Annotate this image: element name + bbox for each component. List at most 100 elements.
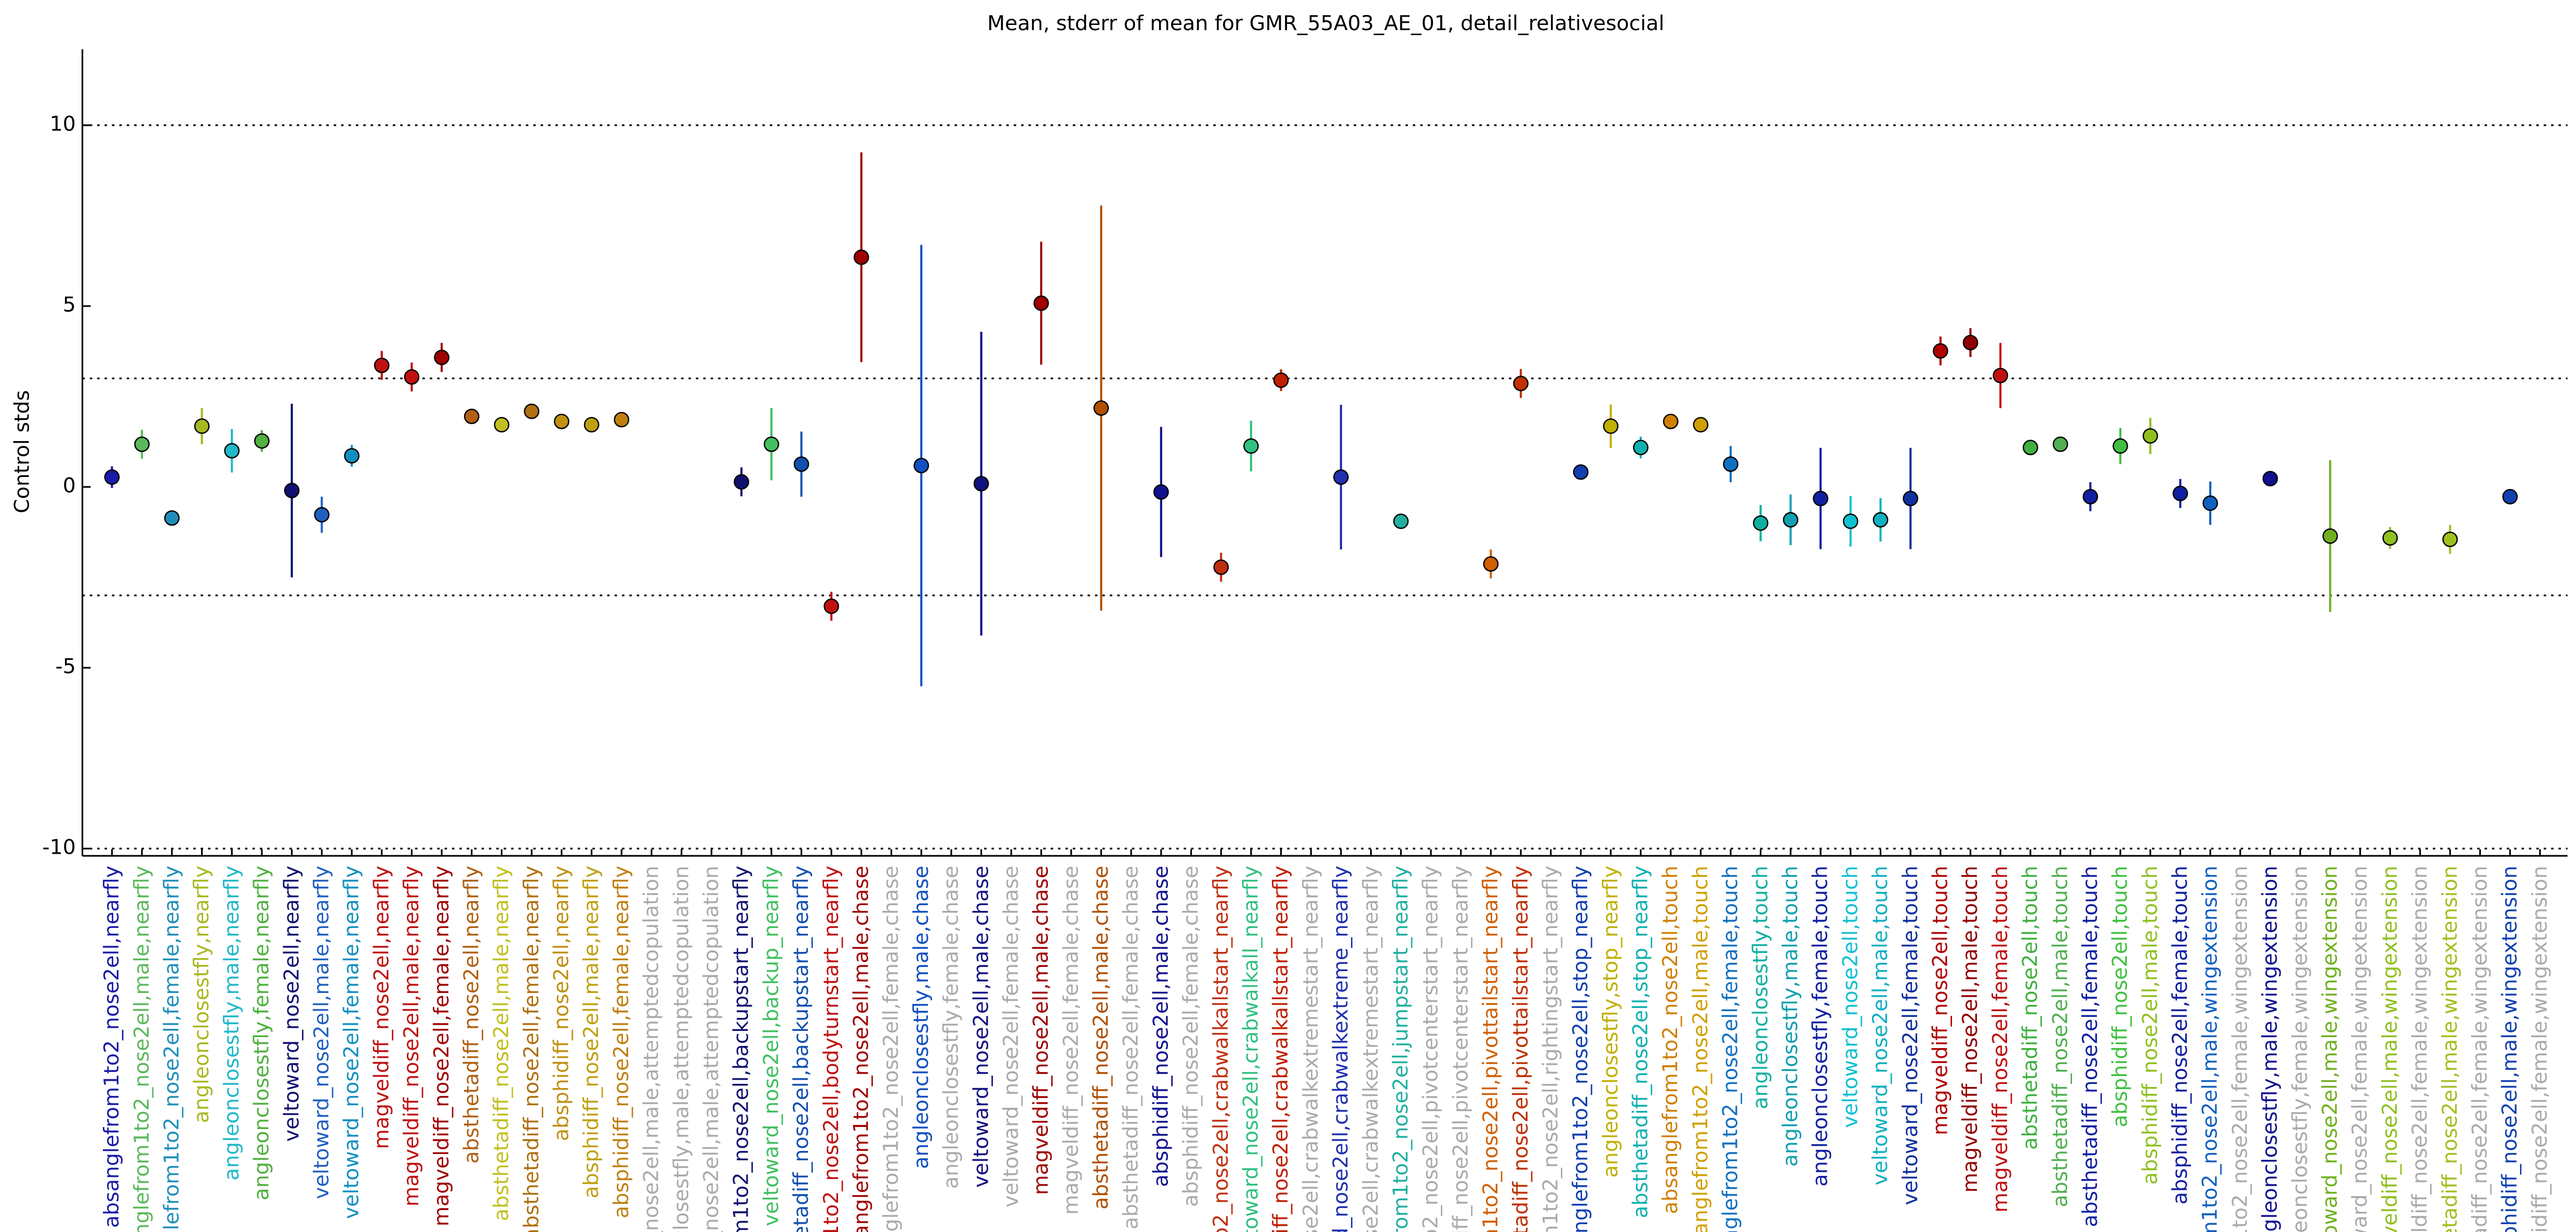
x-tick-label: veltoward_nose2ell,touch — [1838, 866, 1862, 1128]
x-tick-label: sanglefrom1to2_nose2ell,male,nearfly — [130, 866, 154, 1232]
mean-marker — [2382, 530, 2398, 546]
x-tick-label: ward_nose2ell,crabwalkextreme_nearfly — [1329, 866, 1353, 1232]
mean-marker — [583, 417, 600, 433]
x-tick-label: thetadiff_nose2ell,male,wingextension — [2438, 866, 2462, 1232]
mean-marker — [1213, 559, 1229, 575]
mean-marker — [2322, 528, 2338, 544]
x-tick-label: angleonclosestfly,male,chase — [909, 866, 933, 1169]
x-tick-label: rom1to2_nose2ell,rightingstart_nearfly — [1538, 866, 1562, 1232]
x-tick-label: absthetadiff_nose2ell,touch — [2019, 866, 2042, 1150]
x-tick-label: angleonclosestfly,male,nearfly — [220, 866, 244, 1181]
x-tick-label: m1to2_nose2ell,female,wingextension — [2228, 866, 2252, 1232]
mean-marker — [1813, 491, 1828, 507]
x-tick-label: ose2ell,crabwalkextremestart_nearfly — [1359, 866, 1383, 1232]
x-tick-label: veltoward_nose2ell,nearfly — [280, 866, 303, 1142]
x-tick-label: absthetadiff_nose2ell,female,touch — [2078, 866, 2102, 1227]
x-tick-label: veltoward_nose2ell,male,chase — [969, 866, 993, 1188]
x-tick-label: magveldiff_nose2ell,male,touch — [1958, 866, 1982, 1193]
x-tick-label: veltoward_nose2ell,female,chase — [999, 866, 1023, 1208]
mean-marker — [1693, 417, 1709, 433]
mean-marker — [1783, 512, 1799, 528]
mean-marker — [1723, 456, 1738, 472]
x-tick-label: veltoward_nose2ell,male,touch — [1868, 866, 1892, 1185]
x-tick-label: adiff_nose2ell,pivotcenterstart_nearfly — [1449, 866, 1472, 1232]
mean-marker — [494, 417, 510, 433]
mean-marker — [434, 350, 449, 365]
mean-marker — [1093, 400, 1109, 416]
x-tick-label: veltoward_nose2ell,male,nearfly — [310, 866, 334, 1199]
mean-marker — [1573, 464, 1589, 480]
x-tick-label: from1to2_nose2ell,pivottailstart_nearfly — [1479, 866, 1503, 1232]
x-tick-label: veltoward_nose2ell,female,nearfly — [340, 866, 364, 1219]
mean-marker — [134, 436, 150, 452]
y-tick-label: 5 — [63, 293, 76, 317]
x-tick-label: rom1to2_nose2ell,male,wingextension — [2198, 866, 2222, 1232]
mean-marker — [1993, 367, 2009, 383]
mean-marker — [973, 475, 989, 492]
mean-marker — [1333, 469, 1349, 485]
x-tick-label: eltoward_nose2ell,male,wingextension — [2318, 866, 2342, 1232]
mean-marker — [1752, 515, 1769, 531]
x-tick-label: angleonclosestfly,male,wingextension — [2258, 866, 2282, 1232]
x-tick-label: adiff_nose2ell,crabwalkallstart_nearfly — [1269, 866, 1293, 1232]
x-tick-label: absthetadiff_nose2ell,female,chase — [1119, 866, 1143, 1229]
mean-marker — [1932, 343, 1948, 359]
x-tick-label: agveldiff_nose2ell,male,wingextension — [2378, 866, 2402, 1232]
mean-marker — [1033, 295, 1049, 311]
x-tick-label: ose2ell,crabwalkextremestart_nearfly — [1299, 866, 1323, 1232]
x-tick-label: magveldiff_nose2ell,male,chase — [1029, 866, 1053, 1195]
x-tick-label: angleonclosestfly,female,chase — [939, 866, 963, 1189]
x-tick-label: absthetadiff_nose2ell,nearfly — [459, 866, 483, 1163]
x-tick-label: magveldiff_nose2ell,male,nearfly — [400, 866, 423, 1207]
mean-marker — [194, 418, 210, 434]
x-tick-label: angleonclosestfly,stop_nearfly — [1599, 866, 1623, 1178]
mean-marker — [463, 408, 480, 425]
x-tick-label: bsanglefrom1to2_nose2ell,male,touch — [1689, 866, 1712, 1232]
y-tick-label: -10 — [42, 836, 76, 859]
mean-marker — [1873, 512, 1889, 528]
mean-marker — [524, 403, 540, 419]
mean-marker — [824, 598, 840, 614]
x-tick-label: thetadiff_nose2ell,female,wingextension — [2468, 866, 2492, 1232]
mean-marker — [793, 456, 809, 472]
mean-marker — [1842, 513, 1858, 529]
x-tick-label: sanglefrom1to2_nose2ell,stop_nearfly — [1569, 866, 1592, 1232]
x-tick-label: rom1to2_nose2ell,backupstart_nearfly — [729, 866, 753, 1232]
mean-marker — [1243, 438, 1259, 454]
x-tick-label: absthetadiff_nose2ell,stop_nearfly — [1629, 866, 1653, 1218]
x-tick-label: veltoward_nose2ell,crabwalkall_nearfly — [1239, 866, 1263, 1232]
mean-marker — [1633, 440, 1649, 456]
x-tick-label: magveldiff_nose2ell,female,chase — [1059, 866, 1083, 1215]
mean-marker — [614, 412, 630, 428]
mean-marker — [1513, 376, 1529, 391]
x-tick-label: o2_nose2ell,crabwalkallstart_nearfly — [1209, 866, 1233, 1232]
x-tick-label: thetadiff_nose2ell,backupstart_nearfly — [789, 866, 813, 1232]
x-tick-label: 1to2_nose2ell,pivotcenterstart_nearfly — [1419, 866, 1443, 1232]
mean-marker — [1962, 335, 1979, 351]
mean-marker — [1603, 418, 1619, 434]
x-tick-label: angleonclosestfly,nearfly — [190, 866, 214, 1123]
x-tick-label: iff_nose2ell,male,attemptedcopulation — [699, 866, 723, 1232]
x-tick-label: absphidiff_nose2ell,female,chase — [1179, 866, 1203, 1207]
x-tick-label: phidiff_nose2ell,female,wingextension — [2528, 866, 2552, 1232]
x-tick-label: angleonclosestfly,male,touch — [1778, 866, 1802, 1167]
y-tick-label: 10 — [50, 112, 76, 136]
mean-marker — [763, 436, 779, 452]
x-tick-label: from1to2_nose2ell,bodyturnstart_nearfly — [819, 866, 843, 1232]
y-axis-label: Control stds — [10, 390, 34, 513]
x-tick-label: absphidiff_nose2ell,female,nearfly — [609, 866, 633, 1218]
mean-marker — [1483, 556, 1499, 572]
x-tick-label: magveldiff_nose2ell,touch — [1928, 866, 1952, 1135]
x-tick-label: onclosestfly,male,attemptedcopulation — [669, 866, 693, 1232]
mean-marker — [1273, 372, 1289, 388]
mean-marker — [853, 249, 869, 265]
mean-marker — [2023, 440, 2038, 456]
x-tick-label: magveldiff_nose2ell,nearfly — [369, 866, 393, 1149]
mean-marker — [554, 414, 569, 429]
x-tick-label: ngleonclosestfly,female,wingextension — [2288, 866, 2312, 1232]
mean-marker — [104, 469, 120, 485]
mean-marker — [734, 474, 749, 490]
